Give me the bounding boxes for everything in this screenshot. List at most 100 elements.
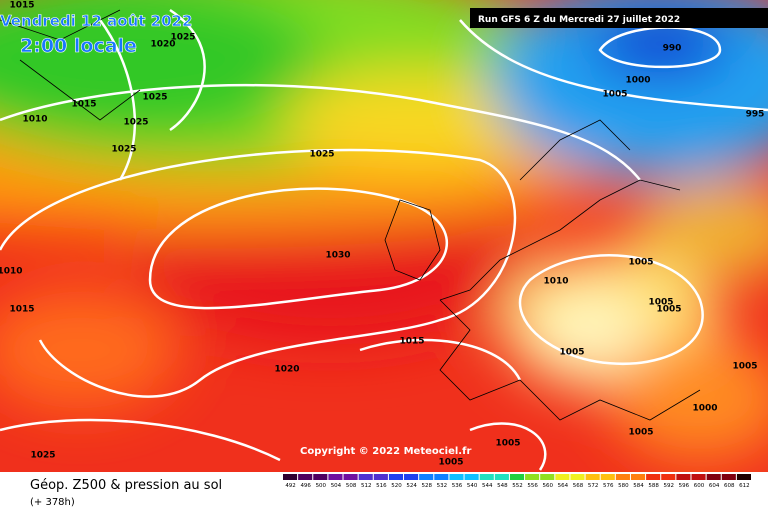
colorbar-label: 520 <box>391 483 402 489</box>
colorbar-swatch <box>328 474 343 480</box>
colorbar-label: 608 <box>724 483 735 489</box>
footer-title: Géop. Z500 & pression au sol <box>30 478 222 493</box>
isobar-label: 990 <box>663 44 682 54</box>
isobar-label: 1025 <box>123 118 148 128</box>
colorbar-label: 612 <box>739 483 750 489</box>
isobar-label: 1030 <box>325 251 350 261</box>
colorbar-swatch <box>388 474 404 480</box>
isobar-label: 1025 <box>170 33 195 43</box>
colorbar-label: 592 <box>664 483 675 489</box>
colorbar-label: 532 <box>437 483 448 489</box>
colorbar-swatch <box>691 474 706 480</box>
colorbar-label: 568 <box>573 483 584 489</box>
local-time: 2:00 locale <box>20 35 137 57</box>
colorbar-label: 588 <box>648 483 659 489</box>
isobar-label: 1015 <box>399 337 424 347</box>
isobar-label: 1010 <box>22 115 47 125</box>
isobar-label: 1005 <box>648 298 673 308</box>
isobar-label: 1005 <box>495 439 520 449</box>
colorbar-swatch <box>540 474 555 480</box>
isobar-label: 1025 <box>111 145 136 155</box>
isobar-label: 1005 <box>628 258 653 268</box>
coastlines <box>0 9 701 421</box>
isobar-label: 1005 <box>656 305 681 315</box>
colorbar-swatch <box>313 474 328 480</box>
colorbar-label: 512 <box>361 483 372 489</box>
colorbar-swatch <box>570 474 585 480</box>
isobars <box>0 8 768 471</box>
colorbar-swatch <box>585 474 600 480</box>
isobar-label: 1020 <box>150 40 175 50</box>
colorbar-swatch <box>343 474 358 480</box>
colorbar-label: 552 <box>512 483 523 489</box>
colorbar-swatch <box>283 474 298 480</box>
colorbar-swatch <box>600 474 615 480</box>
colorbar-swatch <box>555 474 570 480</box>
colorbar-label: 536 <box>452 483 463 489</box>
colorbar-label: 576 <box>603 483 614 489</box>
isobar-label: 1000 <box>625 76 650 86</box>
colorbar: 492 496 500 504 508 512 516 520 524 528 532 536 540 5… <box>283 474 751 489</box>
colorbar-swatch <box>736 474 751 480</box>
isobar-label: 1005 <box>559 348 584 358</box>
colorbar-swatch <box>419 474 434 480</box>
colorbar-label: 544 <box>482 483 493 489</box>
colorbar-label: 508 <box>346 483 357 489</box>
colorbar-label: 564 <box>558 483 569 489</box>
colorbar-label: 584 <box>633 483 644 489</box>
colorbar-label: 516 <box>376 483 387 489</box>
isobar-label: 1010 <box>543 277 568 287</box>
isobar-label: 1005 <box>602 90 627 100</box>
colorbar-label: 500 <box>316 483 327 489</box>
colorbar-label: 504 <box>331 483 342 489</box>
copyright: Copyright © 2022 Meteociel.fr <box>300 446 471 457</box>
colorbar-swatch <box>721 474 736 480</box>
colorbar-swatch <box>358 474 373 480</box>
colorbar-label: 600 <box>694 483 705 489</box>
isobar-label: 1020 <box>274 365 299 375</box>
colorbar-label: 548 <box>497 483 508 489</box>
colorbar-label: 604 <box>709 483 720 489</box>
colorbar-swatch <box>464 474 479 480</box>
colorbar-swatch <box>676 474 691 480</box>
isobar-label: 1015 <box>9 305 34 315</box>
colorbar-label: 596 <box>679 483 690 489</box>
isobar-label: 1025 <box>142 93 167 103</box>
colorbar-swatch <box>404 474 419 480</box>
isobar-label: 1015 <box>9 1 34 11</box>
colorbar-label: 496 <box>300 483 311 489</box>
colorbar-swatch <box>373 474 388 480</box>
colorbar-swatch <box>298 474 313 480</box>
colorbar-swatch <box>706 474 721 480</box>
colorbar-swatch <box>615 474 630 480</box>
run-info: Run GFS 6 Z du Mercredi 27 juillet 2022 <box>478 15 680 25</box>
colorbar-label: 540 <box>467 483 478 489</box>
isobar-label: 1005 <box>628 428 653 438</box>
colorbar-swatch <box>646 474 661 480</box>
colorbar-swatch <box>494 474 509 480</box>
colorbar-swatch <box>479 474 494 480</box>
isobar-label: 1025 <box>309 150 334 160</box>
isobar-label: 1005 <box>732 362 757 372</box>
isobar-label: 1010 <box>0 267 23 277</box>
isobar-label: 1025 <box>30 451 55 461</box>
colorbar-label: 580 <box>618 483 629 489</box>
colorbar-swatch <box>449 474 464 480</box>
colorbar-label: 492 <box>285 483 296 489</box>
colorbar-label: 572 <box>588 483 599 489</box>
colorbar-swatch <box>630 474 646 480</box>
colorbar-label: 560 <box>543 483 554 489</box>
colorbar-swatch <box>509 474 525 480</box>
colorbar-label: 528 <box>421 483 432 489</box>
colorbar-swatch <box>661 474 676 480</box>
isobar-label: 1000 <box>692 404 717 414</box>
valid-date: Vendredi 12 août 2022 <box>0 12 192 30</box>
isobar-label: 1005 <box>438 458 463 468</box>
run-banner <box>470 8 768 28</box>
colorbar-label: 524 <box>406 483 417 489</box>
colorbar-label: 556 <box>527 483 538 489</box>
isobar-label: 995 <box>746 110 765 120</box>
